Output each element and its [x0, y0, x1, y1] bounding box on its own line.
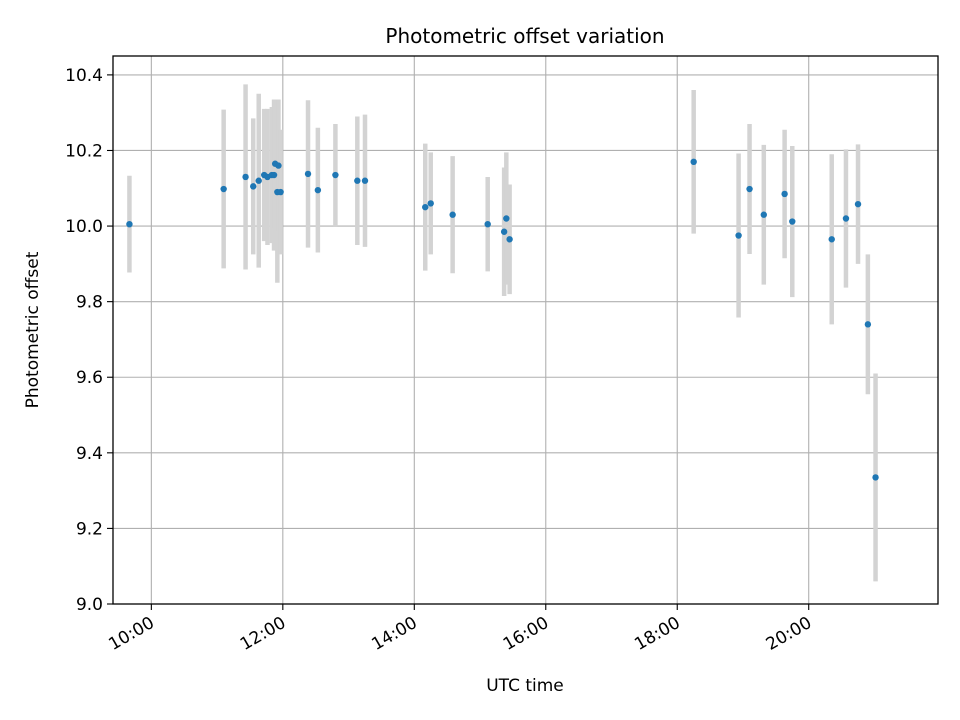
x-axis-label: UTC time — [486, 676, 564, 696]
x-tick-label: 10:00 — [105, 613, 157, 655]
x-tick-label: 18:00 — [631, 613, 683, 655]
data-point — [828, 236, 835, 243]
y-tick-label: 9.6 — [76, 368, 103, 388]
data-point — [854, 200, 862, 208]
data-point — [864, 321, 872, 328]
data-point — [746, 185, 753, 193]
y-tick-label: 9.4 — [76, 444, 103, 464]
x-tick-label: 20:00 — [763, 613, 815, 655]
plot-frame — [112, 55, 939, 605]
data-point — [314, 186, 322, 194]
data-point — [449, 211, 456, 218]
data-point — [250, 183, 257, 190]
data-point — [427, 200, 434, 207]
data-point — [332, 171, 339, 179]
point-layer — [126, 158, 879, 481]
data-point — [220, 185, 227, 193]
y-tick-label: 9.2 — [76, 519, 103, 539]
data-point — [842, 215, 850, 222]
y-tick-label: 10.4 — [65, 66, 103, 86]
data-point — [242, 173, 249, 181]
data-point — [760, 211, 767, 218]
y-axis-label: Photometric offset — [23, 251, 43, 408]
y-tick-label: 9.8 — [76, 293, 103, 313]
data-point — [506, 236, 513, 243]
data-point — [781, 190, 788, 198]
data-point — [789, 218, 796, 225]
data-point — [361, 177, 369, 184]
data-point — [500, 228, 508, 235]
data-point — [872, 474, 879, 481]
y-tick-label: 9.0 — [76, 595, 103, 615]
y-tick-label: 10.2 — [65, 141, 103, 161]
grid-layer — [113, 56, 938, 605]
data-point — [354, 177, 361, 184]
x-tick-label: 16:00 — [500, 613, 552, 655]
x-tick-label: 12:00 — [237, 613, 289, 655]
data-point — [270, 171, 278, 179]
data-point — [484, 220, 491, 228]
chart-title: Photometric offset variation — [385, 24, 664, 48]
data-point — [126, 220, 133, 228]
x-axis-ticks: 10:00 12:00 14:00 16:00 18:00 20:00 — [105, 604, 815, 655]
data-point — [735, 232, 742, 239]
data-point — [277, 188, 284, 196]
data-point — [503, 215, 510, 222]
data-point — [304, 170, 312, 178]
data-point — [422, 203, 429, 211]
y-axis-ticks: 9.0 9.2 9.4 9.6 9.8 10.0 10.2 10.4 — [65, 66, 113, 615]
x-tick-label: 14:00 — [368, 613, 420, 655]
y-tick-label: 10.0 — [65, 217, 103, 237]
data-point — [255, 177, 262, 184]
errorbar-layer — [127, 84, 878, 582]
data-point — [275, 162, 282, 169]
data-point — [690, 158, 697, 166]
